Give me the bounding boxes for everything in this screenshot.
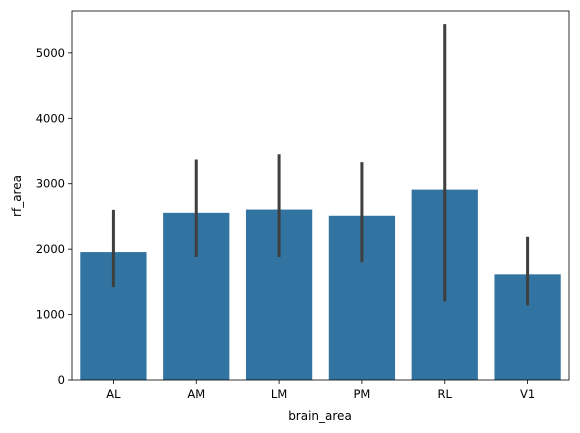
x-tick-label: V1 bbox=[520, 387, 535, 401]
x-tick-label: AL bbox=[106, 387, 121, 401]
y-axis-ticks: 0 1000 2000 3000 4000 5000 bbox=[36, 46, 72, 387]
y-tick-label: 2000 bbox=[36, 242, 65, 256]
plot-frame bbox=[71, 10, 570, 381]
x-tick-label: PM bbox=[353, 387, 370, 401]
x-tick-label: LM bbox=[271, 387, 287, 401]
x-axis-label: brain_area bbox=[288, 409, 352, 423]
y-tick-label: 4000 bbox=[36, 111, 65, 125]
x-axis-ticks: AL AM LM PM RL V1 bbox=[106, 380, 535, 401]
y-axis-label: rf_area bbox=[10, 175, 24, 217]
x-tick-label: AM bbox=[187, 387, 205, 401]
bars-group bbox=[80, 189, 561, 380]
y-tick-label: 1000 bbox=[36, 308, 65, 322]
y-tick-label: 3000 bbox=[36, 177, 65, 191]
x-tick-label: RL bbox=[438, 387, 453, 401]
y-tick-label: 0 bbox=[58, 373, 65, 387]
y-tick-label: 5000 bbox=[36, 46, 65, 60]
error-bars-group bbox=[111, 24, 530, 306]
